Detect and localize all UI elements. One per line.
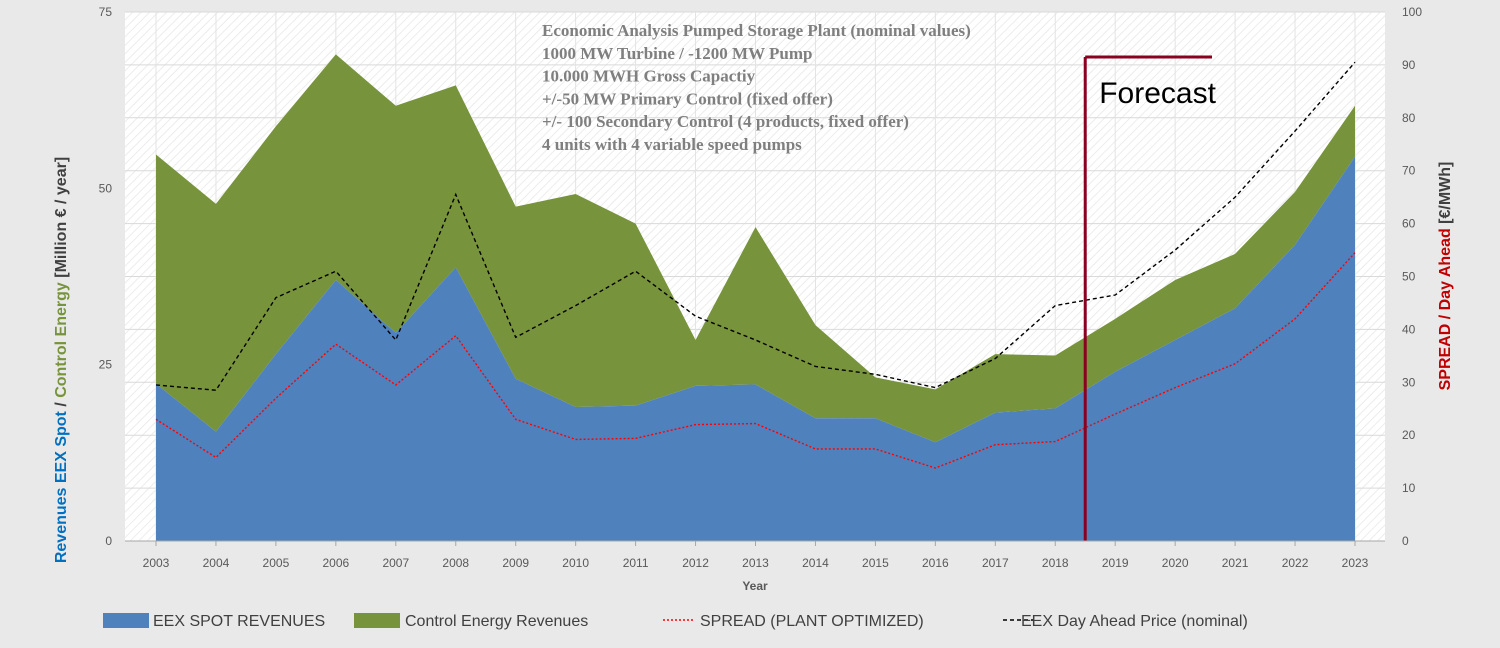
notes: Economic Analysis Pumped Storage Plant (…: [542, 21, 971, 154]
x-tick-label: 2022: [1282, 556, 1309, 570]
y-right-axis-title: SPREAD / Day Ahead [€/MWh]: [1437, 162, 1454, 391]
y-left-axis-title-part: Revenues EEX Spot: [53, 410, 70, 563]
y-right-tick-label: 10: [1402, 481, 1416, 495]
y-left-tick-label: 25: [99, 358, 113, 372]
annotation-line: Economic Analysis Pumped Storage Plant (…: [542, 21, 971, 40]
y-right-tick-label: 20: [1402, 428, 1416, 442]
legend-label: SPREAD (PLANT OPTIMIZED): [700, 613, 924, 630]
x-tick-label: 2015: [862, 556, 889, 570]
y-left-tick-label: 75: [99, 5, 113, 19]
x-tick-label: 2014: [802, 556, 829, 570]
lines: [155, 61, 1356, 469]
y-left-axis-title-part: [Million € / year]: [53, 157, 70, 282]
annotation-line: +/- 100 Secondary Control (4 products, f…: [542, 112, 909, 131]
area-control-energy-revenues: [156, 54, 1355, 443]
x-tick-label: 2010: [562, 556, 589, 570]
x-tick-label: 2004: [203, 556, 230, 570]
legend-swatch: [354, 613, 400, 628]
x-tick-label: 2013: [742, 556, 769, 570]
y-right-tick-label: 90: [1402, 58, 1416, 72]
y-right-tick-label: 80: [1402, 111, 1416, 125]
x-tick-label: 2018: [1042, 556, 1069, 570]
x-tick-label: 2008: [442, 556, 469, 570]
y-left-axis-title-part: /: [53, 398, 70, 411]
x-tick-label: 2017: [982, 556, 1009, 570]
legend: EEX SPOT REVENUES Control Energy Revenues…: [103, 613, 1248, 630]
axes: 2003 2004 2005 2006 2007 2008 2009 2010 2011 2012…: [53, 5, 1454, 593]
line-spread: [155, 252, 1356, 469]
annotation-line: 1000 MW Turbine / -1200 MW Pump: [542, 44, 812, 63]
forecast-marker: Forecast: [1083, 55, 1217, 541]
y-right-tick-label: 50: [1402, 270, 1416, 284]
x-tick-label: 2006: [322, 556, 349, 570]
x-tick-label: 2021: [1222, 556, 1249, 570]
y-right-tick-label: 0: [1402, 534, 1409, 548]
y-right-axis-title-part: [€/MWh]: [1437, 162, 1454, 229]
x-tick-label: 2003: [143, 556, 170, 570]
y-left-axis-title-part: Control Energy: [53, 282, 70, 398]
y-left-axis-title: Revenues EEX Spot / Control Energy [Mill…: [53, 157, 70, 563]
x-tick-label: 2020: [1162, 556, 1189, 570]
y-right-tick-label: 70: [1402, 164, 1416, 178]
y-right-tick-label: 100: [1402, 5, 1422, 19]
x-tick-label: 2016: [922, 556, 949, 570]
y-left-tick-label: 50: [99, 181, 113, 195]
area-eex-spot-revenues: [156, 156, 1355, 542]
x-tick-label: 2009: [502, 556, 529, 570]
annotation-line: 4 units with 4 variable speed pumps: [542, 135, 802, 154]
legend-label: EEX Day Ahead Price (nominal): [1021, 613, 1248, 630]
line-day-ahead-price: [155, 61, 1356, 391]
annotation-line: 10.000 MWH Gross Capactiy: [542, 67, 756, 86]
y-right-tick-label: 40: [1402, 322, 1416, 336]
annotation-line: +/-50 MW Primary Control (fixed offer): [542, 89, 833, 108]
y-right-axis-title-part: SPREAD / Day Ahead: [1437, 228, 1454, 390]
x-tick-label: 2023: [1342, 556, 1369, 570]
legend-label: EEX SPOT REVENUES: [153, 613, 325, 630]
y-right-tick-label: 60: [1402, 217, 1416, 231]
x-axis-title: Year: [742, 579, 768, 593]
legend-label: Control Energy Revenues: [405, 613, 588, 630]
y-left-tick-label: 0: [105, 534, 112, 548]
x-tick-label: 2011: [623, 556, 649, 570]
x-tick-label: 2005: [263, 556, 290, 570]
x-tick-label: 2007: [382, 556, 409, 570]
legend-swatch: [103, 613, 149, 628]
x-tick-label: 2019: [1102, 556, 1129, 570]
x-tick-label: 2012: [682, 556, 709, 570]
areas: [156, 54, 1355, 542]
y-right-tick-label: 30: [1402, 375, 1416, 389]
forecast-label: Forecast: [1099, 77, 1216, 110]
